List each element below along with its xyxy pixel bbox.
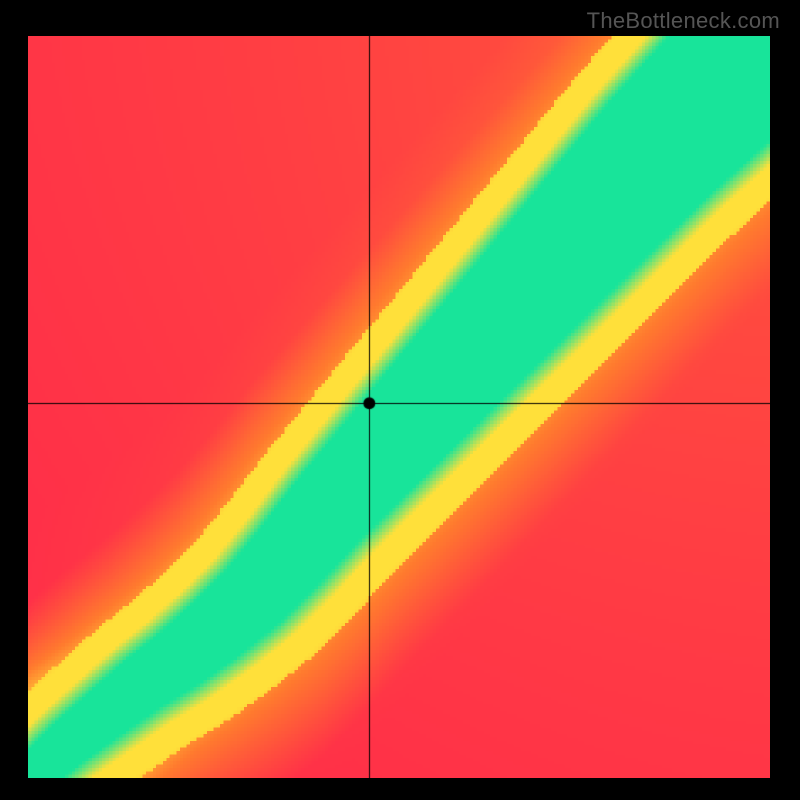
chart-container: TheBottleneck.com: [0, 0, 800, 800]
watermark-text: TheBottleneck.com: [587, 8, 780, 34]
crosshair-overlay: [28, 36, 770, 778]
